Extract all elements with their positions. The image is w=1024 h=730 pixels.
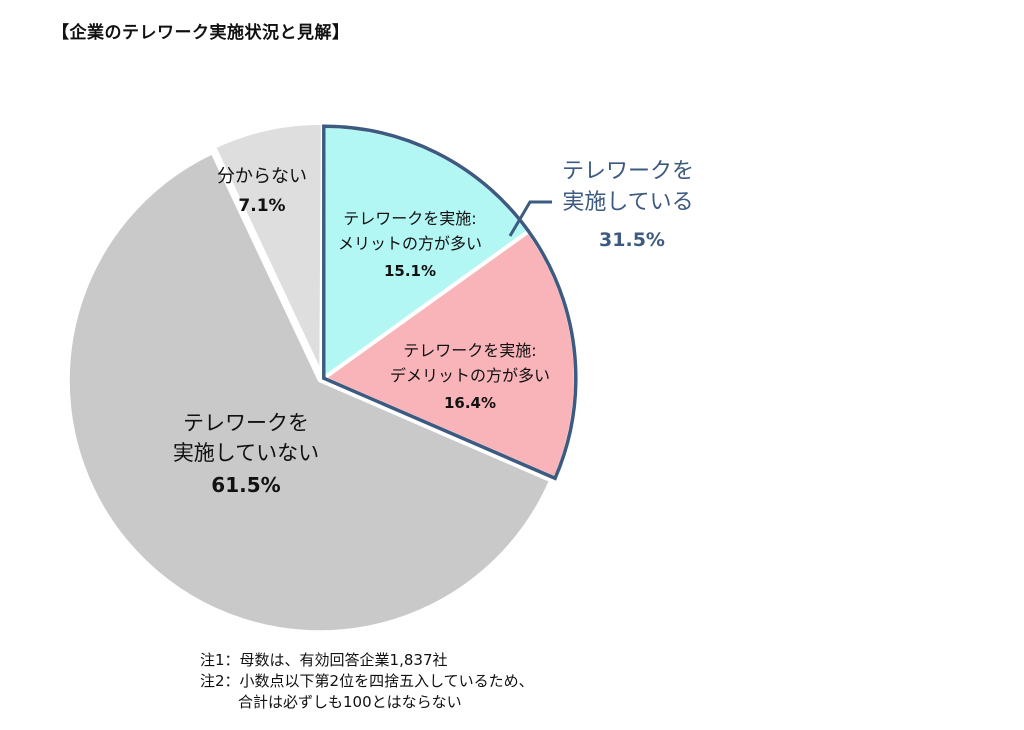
slice-label: 実施していない [173, 441, 319, 465]
pie-slice [65, 150, 554, 635]
slice-label: テレワークを実施: [403, 341, 536, 360]
group-label: テレワークを [562, 159, 694, 184]
slice-value-label: 61.5% [211, 473, 280, 497]
group-label: 実施している [562, 190, 693, 215]
slice-label: 分からない [217, 166, 307, 187]
group-outline [322, 124, 578, 481]
slice-label: テレワークを [183, 411, 309, 435]
pie-slice [212, 120, 325, 377]
slice-label: メリットの方が多い [338, 234, 482, 253]
pie-chart: テレワークを実施: メリットの方が多い 15.1% テレワークを実施: デメリットの方が… [65, 120, 694, 635]
note-2-continued: 合計は必ずしも100とはならない [238, 693, 462, 711]
slice-value-label: 16.4% [444, 394, 496, 412]
note-1: 注1：母数は、有効回答企業1,837社 [200, 651, 448, 669]
slice-label: テレワークを実施: [343, 209, 476, 228]
chart-title: 【企業のテレワーク実施状況と見解】 [52, 23, 350, 43]
note-2: 注2：小数点以下第2位を四捨五入しているため、 [200, 672, 534, 690]
slice-value-label: 7.1% [238, 196, 285, 216]
group-leader-line [508, 200, 552, 237]
chart-notes: 注1：母数は、有効回答企業1,837社 注2：小数点以下第2位を四捨五入している… [200, 650, 534, 713]
group-value-label: 31.5% [599, 229, 665, 251]
slice-value-label: 15.1% [384, 262, 436, 280]
slice-label: デメリットの方が多い [390, 366, 550, 385]
